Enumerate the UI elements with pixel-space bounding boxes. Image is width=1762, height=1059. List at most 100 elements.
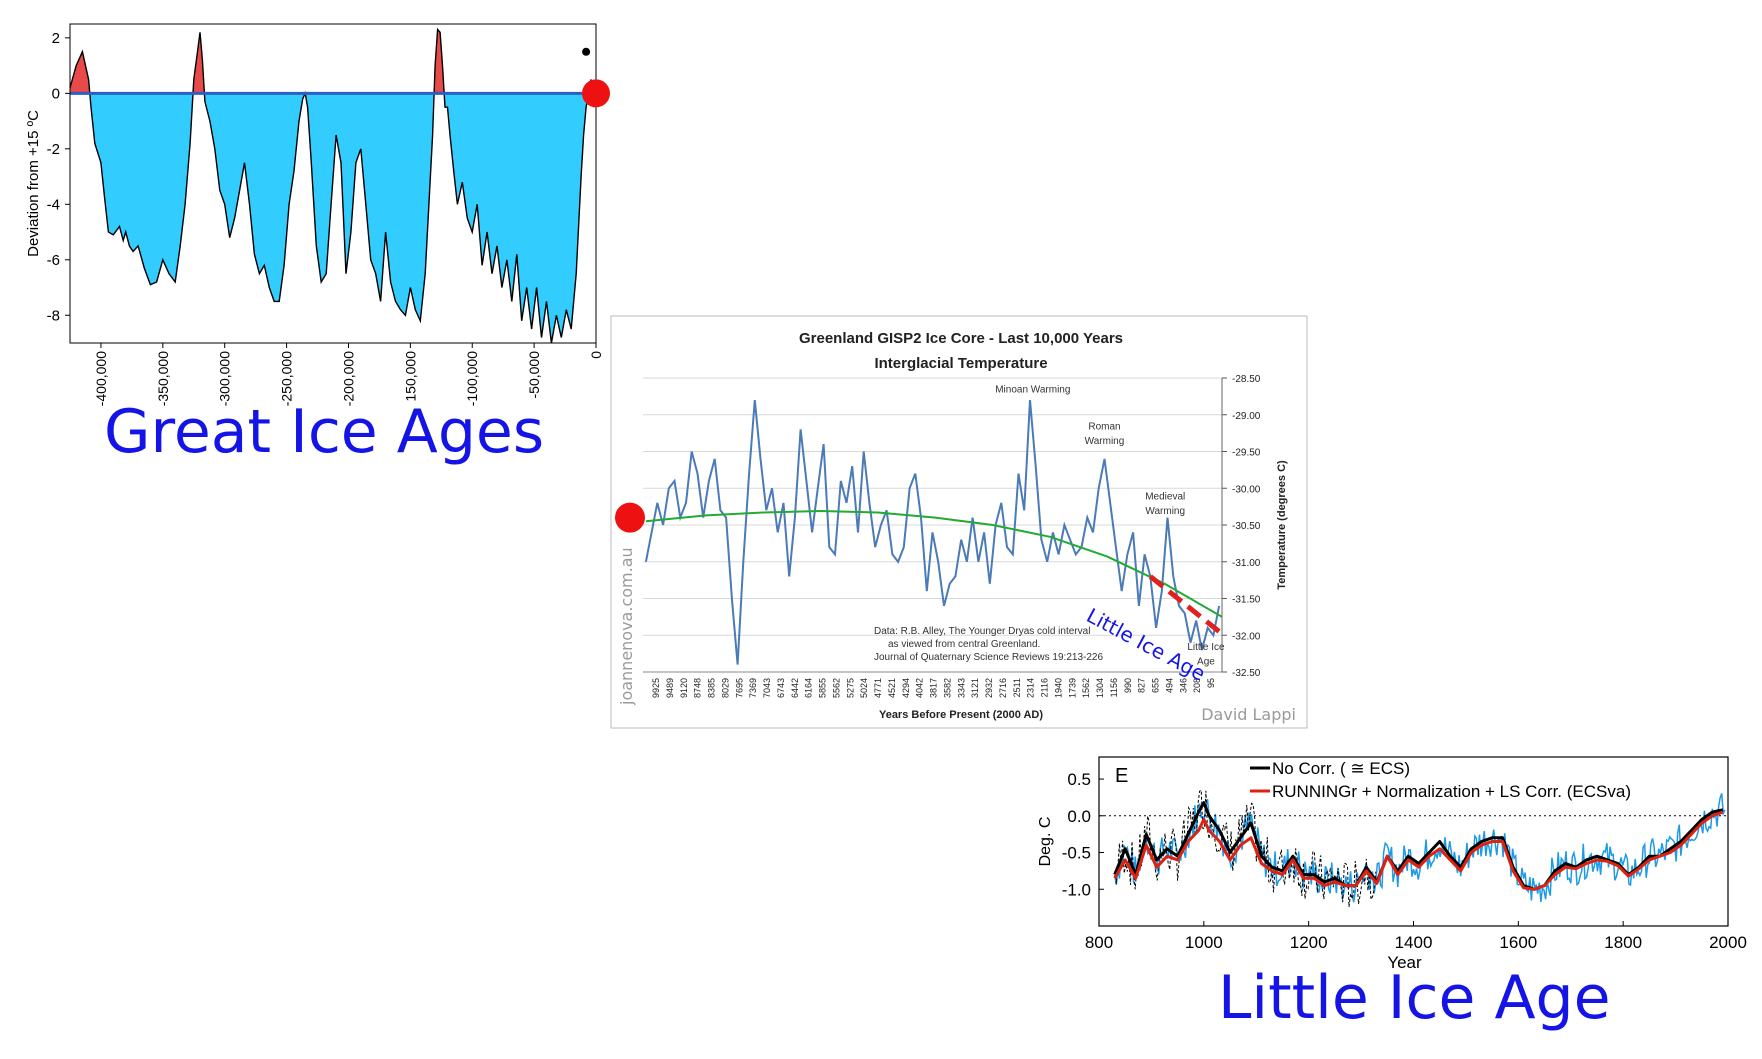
annotation: Warming bbox=[1085, 436, 1125, 447]
annotation: Roman bbox=[1088, 421, 1120, 432]
present-marker bbox=[582, 79, 610, 108]
y-tick-label: -28.50 bbox=[1232, 374, 1261, 385]
x-tick-label: 4771 bbox=[873, 678, 883, 698]
chart-title: Greenland GISP2 Ice Core - Last 10,000 Y… bbox=[799, 330, 1123, 347]
x-tick-label: 208 bbox=[1192, 678, 1202, 693]
x-tick-label: 5275 bbox=[845, 678, 855, 698]
y-tick-label: -29.00 bbox=[1232, 411, 1261, 422]
x-tick-label: 7369 bbox=[748, 678, 758, 698]
x-tick-label: 7043 bbox=[762, 678, 772, 698]
y-tick-label: -30.50 bbox=[1232, 521, 1261, 532]
red-dashed-trend bbox=[1148, 574, 1221, 634]
x-tick-label: 1156 bbox=[1109, 678, 1119, 697]
y-tick-label: 0.5 bbox=[1067, 770, 1091, 789]
plot-frame bbox=[69, 23, 597, 344]
x-tick-label: 3817 bbox=[929, 678, 939, 698]
present-dot bbox=[582, 47, 591, 56]
x-tick-label: -350,000 bbox=[155, 351, 171, 406]
y-tick-label: -31.50 bbox=[1232, 595, 1261, 606]
x-tick-label: 4521 bbox=[887, 678, 897, 698]
watermark: joannenova.com.au bbox=[617, 547, 636, 706]
y-tick-label: -1.0 bbox=[1062, 880, 1091, 899]
credit: David Lappi bbox=[1201, 705, 1296, 724]
y-tick-label: -4 bbox=[47, 196, 60, 213]
great-ice-ages-chart: 2 0 -2 -4 -6 -8 -400,000 -350,000 -300,000 -250,0… bbox=[25, 23, 610, 406]
annotation: Little Ice bbox=[1187, 642, 1225, 653]
y-tick-label: 2 bbox=[52, 30, 60, 47]
legend-label: RUNNINGr + Normalization + LS Corr. (ECS… bbox=[1272, 782, 1631, 801]
green-trend-line bbox=[645, 509, 1223, 618]
y-axis-label: Deviation from +15 ºC bbox=[25, 110, 42, 257]
x-tick-label: 6442 bbox=[790, 678, 800, 698]
x-tick-label: 150,000 bbox=[402, 351, 418, 402]
x-tick-label: 3121 bbox=[970, 678, 980, 698]
x-tick-label: 5562 bbox=[831, 678, 841, 698]
y-tick-label: -31.00 bbox=[1232, 558, 1261, 569]
x-tick-label: 1600 bbox=[1499, 933, 1537, 952]
x-tick-label: 494 bbox=[1164, 678, 1174, 693]
x-tick-label: 9120 bbox=[679, 678, 689, 698]
x-tick-label: 1940 bbox=[1053, 678, 1063, 698]
x-tick-label: 1000 bbox=[1185, 933, 1223, 952]
y-axis-label: Deg. C bbox=[1037, 817, 1054, 867]
chart-subtitle: Interglacial Temperature bbox=[874, 355, 1047, 372]
x-tick-label: 8385 bbox=[707, 678, 717, 698]
annotation: Age bbox=[1197, 657, 1215, 668]
x-tick-label: 2511 bbox=[1012, 678, 1022, 697]
legend-label: No Corr. ( ≅ ECS) bbox=[1272, 759, 1410, 778]
x-tick-label: 9925 bbox=[651, 678, 661, 698]
x-tick-label: -100,000 bbox=[464, 351, 480, 406]
y-tick-label: 0 bbox=[52, 85, 60, 102]
x-tick-label: 95 bbox=[1206, 678, 1216, 688]
y-tick-label: -32.00 bbox=[1232, 631, 1261, 642]
x-tick-label: 8748 bbox=[693, 678, 703, 698]
x-tick-label: 5855 bbox=[818, 678, 828, 698]
x-tick-label: 990 bbox=[1123, 678, 1133, 693]
annotation: Minoan Warming bbox=[995, 385, 1070, 396]
x-tick-label: 3582 bbox=[942, 678, 952, 698]
x-tick-label: 0 bbox=[588, 351, 604, 359]
x-tick-label: -400,000 bbox=[93, 351, 109, 406]
y-tick-label: 0.0 bbox=[1067, 807, 1091, 826]
runningr-series bbox=[1113, 810, 1724, 891]
x-tick-label: -50,000 bbox=[526, 351, 542, 399]
present-marker bbox=[615, 502, 645, 533]
x-tick-label: 1562 bbox=[1081, 678, 1091, 698]
x-tick-label: 9489 bbox=[665, 678, 675, 698]
panel-label: E bbox=[1115, 765, 1128, 787]
x-tick-label: 5024 bbox=[859, 678, 869, 698]
x-tick-label: 1739 bbox=[1067, 678, 1077, 698]
source-note: as viewed from central Greenland. bbox=[888, 639, 1040, 650]
little-ice-age-caption: Little Ice Age bbox=[1218, 963, 1611, 1033]
great-ice-ages-caption: Great Ice Ages bbox=[104, 397, 545, 467]
gisp2-chart: -28.50 -29.00 -29.50 -30.00 -30.50 -31.00 -31.… bbox=[610, 315, 1308, 729]
annual-blue-series bbox=[1113, 793, 1726, 903]
x-tick-label: 346 bbox=[1178, 678, 1188, 693]
x-axis-label: Years Before Present (2000 AD) bbox=[879, 709, 1043, 721]
x-tick-label: 1304 bbox=[1095, 678, 1105, 698]
y-tick-label: -29.50 bbox=[1232, 448, 1261, 459]
x-tick-label: 2000 bbox=[1709, 933, 1747, 952]
temperature-line bbox=[69, 27, 597, 344]
little-ice-age-chart: 0.5 0.0 -0.5 -1.0 800 1000 1200 1400 1600 1800 200… bbox=[1037, 756, 1747, 972]
annotation: Warming bbox=[1145, 506, 1185, 517]
x-tick-label: 1400 bbox=[1395, 933, 1433, 952]
x-tick-label: 6743 bbox=[776, 678, 786, 698]
x-tick-label: 2932 bbox=[984, 678, 994, 698]
gisp2-temperature-line bbox=[644, 400, 1221, 665]
x-tick-label: 6164 bbox=[804, 678, 814, 698]
x-tick-label: 7695 bbox=[734, 678, 744, 698]
x-tick-label: -250,000 bbox=[279, 351, 295, 406]
x-tick-label: 4042 bbox=[915, 678, 925, 698]
source-note: Data: R.B. Alley, The Younger Dryas cold… bbox=[874, 626, 1090, 637]
x-tick-label: 8029 bbox=[720, 678, 730, 698]
x-tick-label: -300,000 bbox=[217, 351, 233, 406]
x-tick-label: 2314 bbox=[1026, 678, 1036, 698]
source-note: Journal of Quaternary Science Reviews 19… bbox=[874, 652, 1103, 663]
x-tick-label: 800 bbox=[1085, 933, 1113, 952]
y-tick-label: -2 bbox=[47, 141, 60, 158]
y-tick-label: -0.5 bbox=[1062, 844, 1091, 863]
x-tick-label: 655 bbox=[1151, 678, 1161, 693]
